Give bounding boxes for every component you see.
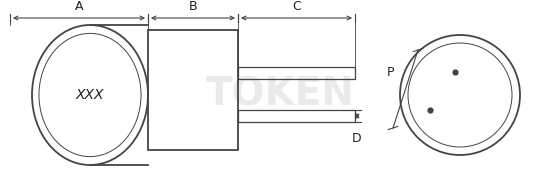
Text: C: C (292, 0, 301, 13)
Text: D: D (352, 132, 362, 145)
Text: A: A (75, 0, 83, 13)
Text: TOKEN: TOKEN (206, 76, 354, 114)
Bar (238, 110, 355, 122)
Text: P: P (386, 65, 394, 79)
Text: B: B (189, 0, 197, 13)
Text: XXX: XXX (76, 88, 104, 102)
Bar (238, 67, 355, 79)
Bar (148, 30, 238, 150)
